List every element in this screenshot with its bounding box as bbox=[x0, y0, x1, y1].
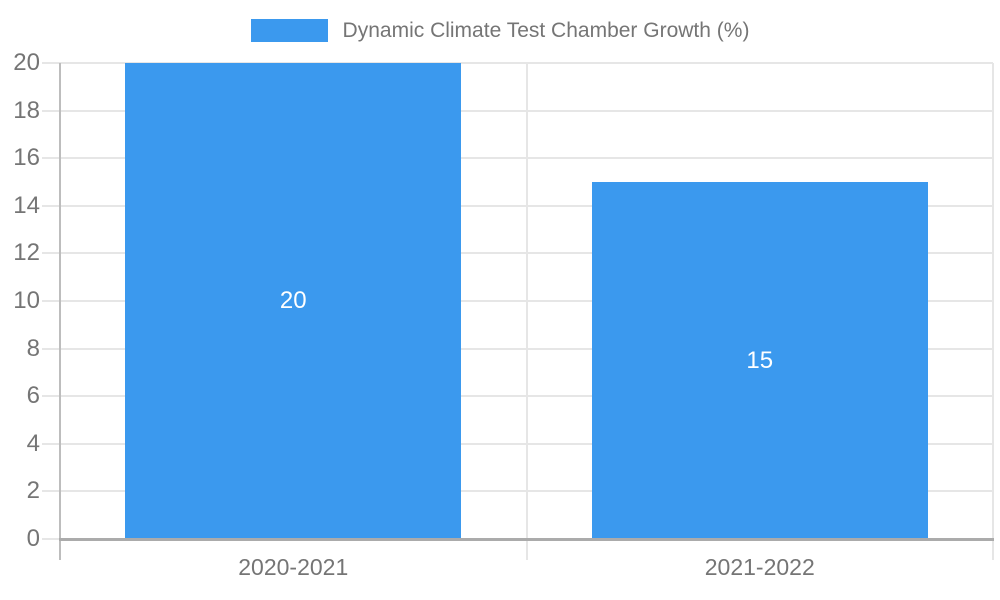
bar[interactable]: 15 bbox=[591, 182, 928, 539]
y-tick bbox=[42, 347, 60, 350]
column-gridline bbox=[992, 63, 994, 560]
y-tick bbox=[42, 442, 60, 445]
y-tick bbox=[42, 157, 60, 160]
column-gridline bbox=[525, 63, 528, 560]
bar-value-label: 20 bbox=[279, 287, 307, 314]
y-axis-tick-label: 6 bbox=[26, 382, 40, 410]
y-tick bbox=[42, 62, 60, 64]
y-axis-tick-label: 12 bbox=[13, 239, 40, 267]
y-tick bbox=[42, 252, 60, 255]
y-axis-tick-label: 8 bbox=[26, 334, 40, 362]
y-tick bbox=[42, 204, 60, 207]
y-tick bbox=[42, 109, 60, 112]
y-tick bbox=[42, 300, 60, 302]
x-axis-category-label: 2021-2022 bbox=[704, 554, 815, 580]
bar-value-label: 15 bbox=[746, 346, 774, 374]
chart-legend: Dynamic Climate Test Chamber Growth (%) bbox=[0, 19, 1000, 42]
x-axis-line bbox=[59, 538, 994, 541]
legend-label: Dynamic Climate Test Chamber Growth (%) bbox=[342, 19, 750, 42]
y-tick bbox=[42, 395, 60, 398]
y-axis-tick-label: 2 bbox=[26, 477, 40, 505]
y-tick bbox=[42, 538, 60, 540]
y-axis-tick-label: 10 bbox=[13, 287, 40, 314]
y-axis-tick-label: 0 bbox=[26, 525, 40, 552]
x-axis-category-label: 2020-2021 bbox=[238, 554, 349, 580]
y-axis-tick-label: 18 bbox=[13, 96, 40, 124]
bar[interactable]: 20 bbox=[125, 63, 462, 539]
y-tick bbox=[42, 490, 60, 493]
y-axis-tick-label: 20 bbox=[13, 49, 40, 76]
y-axis-tick-label: 14 bbox=[13, 191, 40, 219]
y-axis-tick-label: 4 bbox=[26, 429, 40, 457]
y-axis-line bbox=[59, 63, 61, 560]
y-axis-tick-label: 16 bbox=[13, 144, 40, 172]
legend-swatch bbox=[250, 19, 328, 42]
